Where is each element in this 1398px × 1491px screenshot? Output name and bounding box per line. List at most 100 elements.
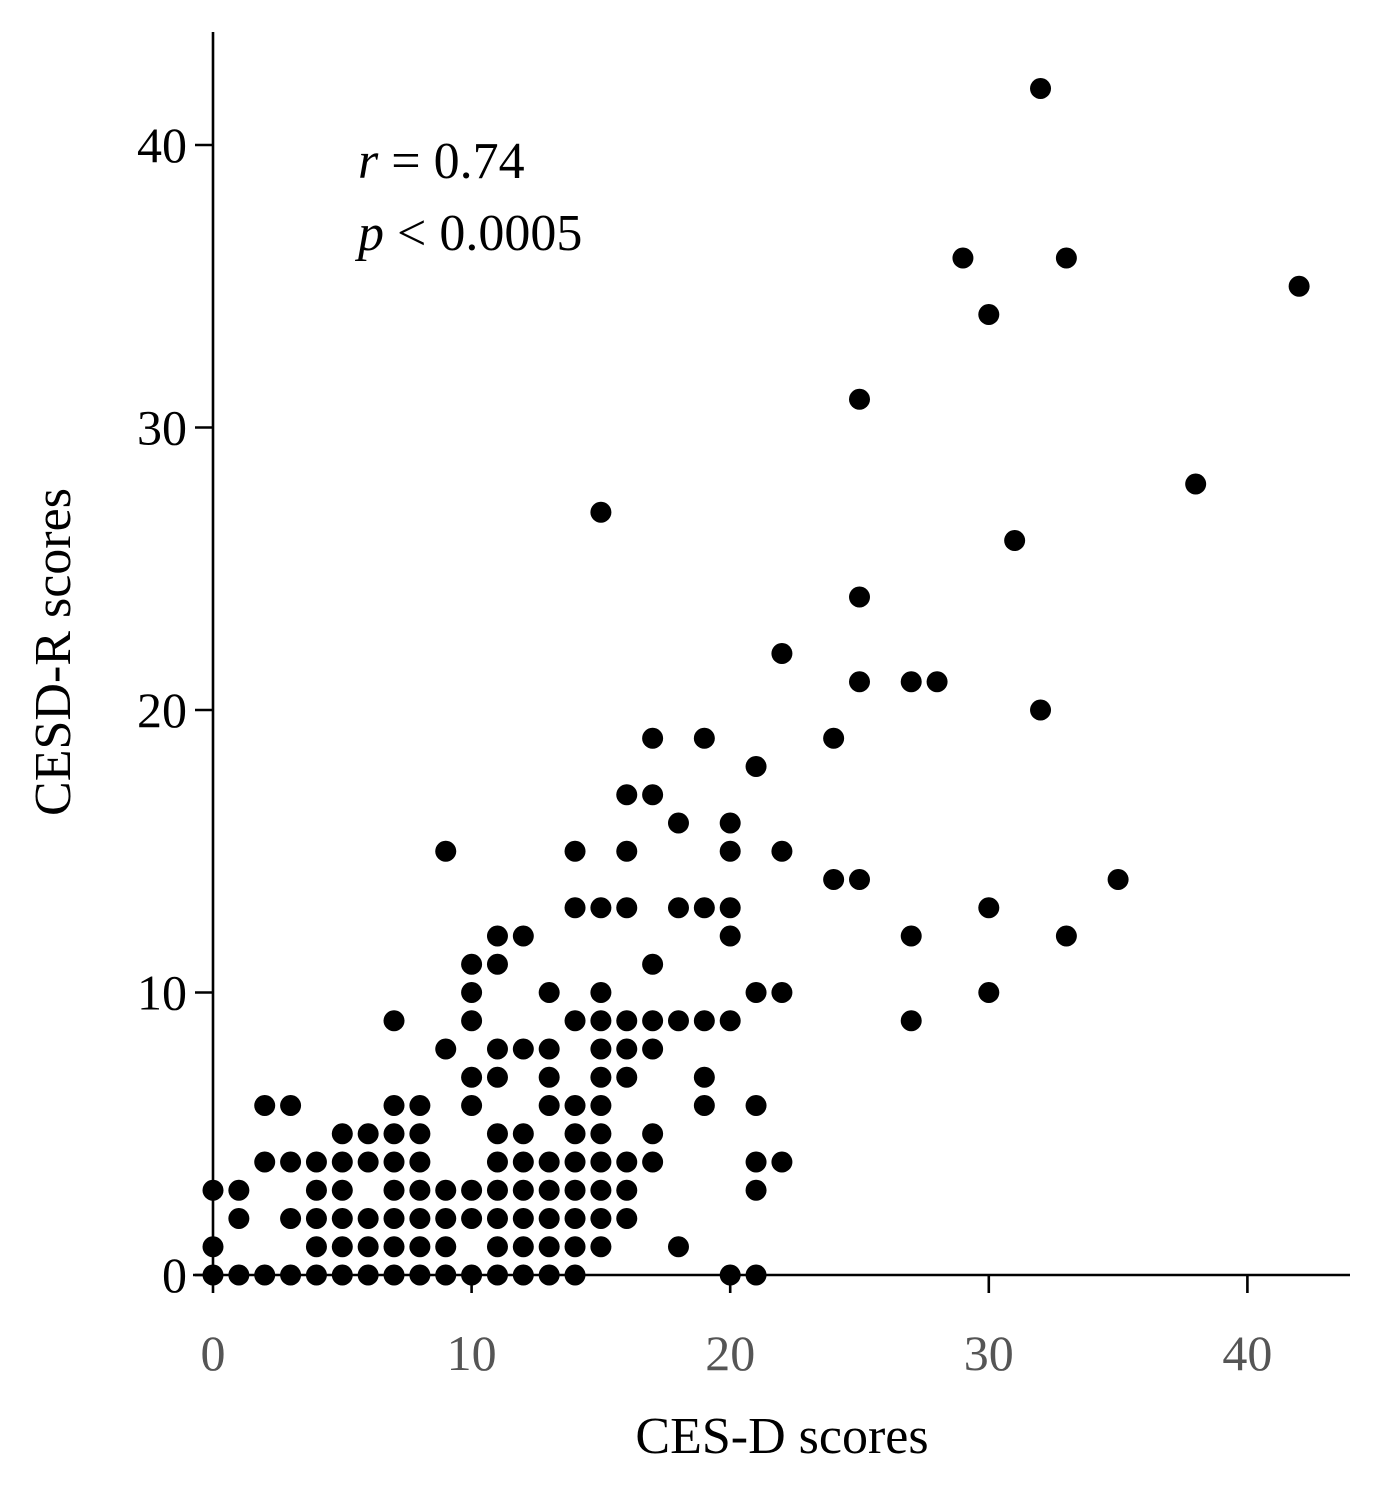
- x-tick-label: 20: [705, 1325, 755, 1381]
- x-tick-label: 40: [1222, 1325, 1272, 1381]
- data-point: [693, 897, 715, 919]
- data-point: [486, 1066, 508, 1088]
- data-point: [538, 1038, 560, 1060]
- data-point: [745, 1179, 767, 1201]
- data-point: [719, 897, 741, 919]
- data-point: [409, 1151, 431, 1173]
- data-point: [564, 897, 586, 919]
- data-point: [616, 1038, 638, 1060]
- data-point: [538, 1151, 560, 1173]
- data-point: [202, 1264, 224, 1286]
- data-point: [512, 1123, 534, 1145]
- data-point: [486, 1151, 508, 1173]
- annot-p-value: < 0.0005: [384, 205, 582, 262]
- data-point: [719, 812, 741, 834]
- data-point: [1055, 925, 1077, 947]
- data-point: [254, 1151, 276, 1173]
- data-point: [1107, 869, 1129, 890]
- annot-p-variable: p: [354, 205, 384, 262]
- data-point: [590, 1236, 612, 1258]
- data-point: [771, 1151, 793, 1173]
- p-value-annotation: p < 0.0005: [354, 205, 582, 262]
- x-tick-label: 10: [447, 1325, 497, 1381]
- data-point: [228, 1208, 250, 1229]
- data-point: [1004, 530, 1026, 551]
- data-point: [486, 1264, 508, 1286]
- data-point: [693, 727, 715, 749]
- data-point: [590, 897, 612, 919]
- data-point: [642, 727, 664, 749]
- data-point: [486, 1236, 508, 1258]
- data-point: [538, 982, 560, 1003]
- data-point: [202, 1236, 224, 1258]
- data-point: [823, 727, 845, 749]
- data-point: [1030, 699, 1052, 721]
- data-point: [693, 1010, 715, 1032]
- data-point: [590, 1038, 612, 1060]
- data-point: [900, 1010, 922, 1032]
- data-point: [900, 925, 922, 947]
- data-point: [667, 812, 689, 834]
- data-point: [280, 1151, 302, 1173]
- data-point: [564, 1179, 586, 1201]
- data-point: [667, 1010, 689, 1032]
- data-point: [823, 869, 845, 890]
- data-point: [616, 840, 638, 862]
- data-point: [357, 1208, 379, 1229]
- data-point: [280, 1095, 302, 1116]
- data-point: [383, 1236, 405, 1258]
- data-point: [745, 1151, 767, 1173]
- data-point: [486, 1123, 508, 1145]
- data-point: [642, 784, 664, 806]
- data-point: [590, 1179, 612, 1201]
- data-point: [409, 1123, 431, 1145]
- data-point: [771, 982, 793, 1003]
- data-point: [486, 1038, 508, 1060]
- data-point: [616, 1208, 638, 1229]
- data-point: [590, 1010, 612, 1032]
- data-point: [978, 982, 1000, 1003]
- data-point: [512, 1179, 534, 1201]
- data-point: [512, 1038, 534, 1060]
- data-point: [590, 1208, 612, 1229]
- data-point: [409, 1095, 431, 1116]
- data-point: [590, 1066, 612, 1088]
- data-point: [564, 1151, 586, 1173]
- data-point: [667, 897, 689, 919]
- data-point: [512, 1264, 534, 1286]
- data-point: [616, 784, 638, 806]
- data-point: [745, 1264, 767, 1286]
- data-point: [719, 925, 741, 947]
- data-point: [461, 1208, 483, 1229]
- data-point: [305, 1208, 327, 1229]
- data-point: [486, 1179, 508, 1201]
- data-point: [642, 1038, 664, 1060]
- data-point: [357, 1151, 379, 1173]
- data-point: [1055, 247, 1077, 269]
- data-point: [564, 1123, 586, 1145]
- data-point: [590, 1123, 612, 1145]
- data-point: [719, 1264, 741, 1286]
- data-point: [978, 304, 1000, 325]
- y-tick-label: 10: [137, 965, 187, 1021]
- data-point: [409, 1208, 431, 1229]
- data-point: [952, 247, 974, 269]
- data-point: [642, 1151, 664, 1173]
- data-point: [383, 1151, 405, 1173]
- data-point: [512, 1236, 534, 1258]
- correlation-annotation: r = 0.74: [358, 133, 525, 190]
- data-point: [1185, 473, 1207, 495]
- data-point: [331, 1151, 353, 1173]
- data-point: [383, 1010, 405, 1032]
- data-point: [849, 586, 870, 608]
- data-point: [512, 925, 534, 947]
- annot-r-variable: r: [358, 133, 379, 190]
- data-point: [383, 1123, 405, 1145]
- data-point: [642, 1010, 664, 1032]
- data-point: [409, 1236, 431, 1258]
- data-point: [745, 756, 767, 777]
- data-point: [357, 1264, 379, 1286]
- data-point: [202, 1179, 224, 1201]
